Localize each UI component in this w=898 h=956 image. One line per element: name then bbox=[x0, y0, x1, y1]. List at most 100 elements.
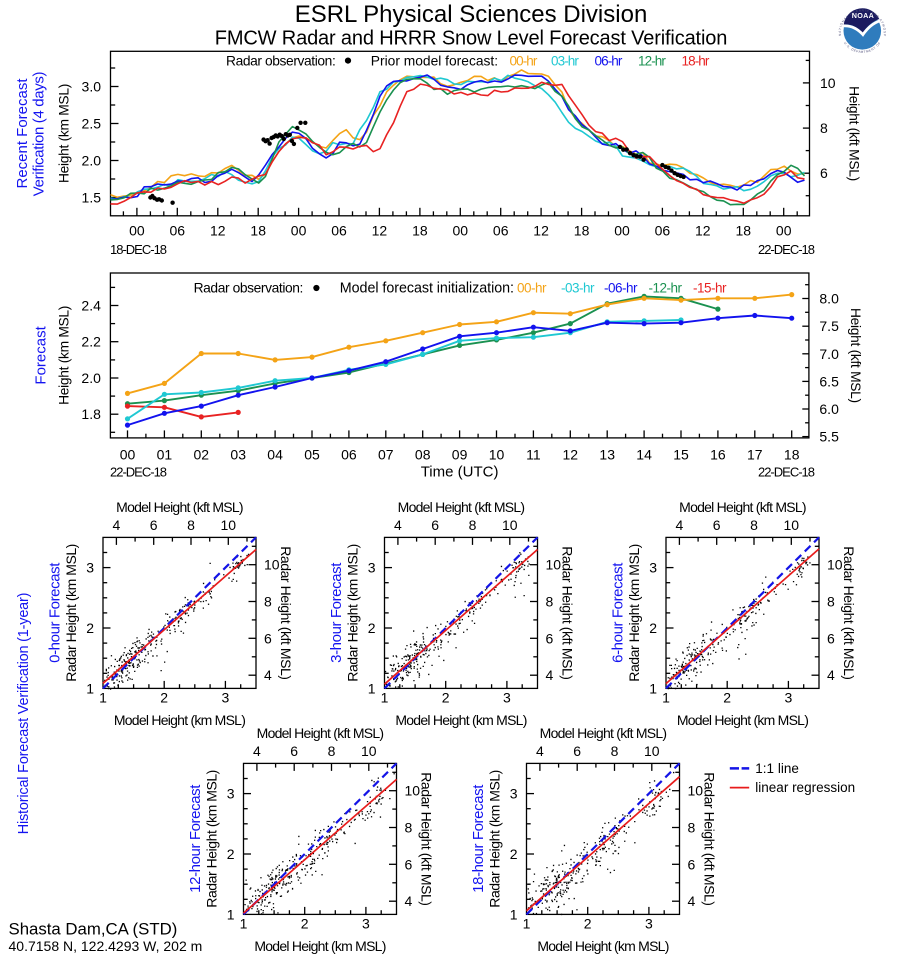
svg-text:1:1 line: 1:1 line bbox=[755, 761, 799, 776]
svg-text:3: 3 bbox=[86, 560, 94, 576]
svg-text:6: 6 bbox=[827, 630, 835, 646]
svg-text:8: 8 bbox=[820, 120, 828, 136]
svg-text:3: 3 bbox=[510, 786, 518, 802]
svg-text:-12-hr: -12-hr bbox=[649, 281, 683, 296]
svg-text:8: 8 bbox=[611, 743, 619, 759]
svg-text:12: 12 bbox=[695, 223, 711, 239]
svg-text:Radar Height (kft MSL): Radar Height (kft MSL) bbox=[419, 772, 435, 905]
svg-text:Radar Height (km MSL): Radar Height (km MSL) bbox=[487, 770, 503, 908]
svg-text:3: 3 bbox=[227, 786, 235, 802]
svg-text:03: 03 bbox=[230, 447, 246, 463]
svg-text:00: 00 bbox=[614, 223, 630, 239]
svg-text:10: 10 bbox=[502, 517, 518, 533]
svg-text:05: 05 bbox=[304, 447, 320, 463]
svg-text:3: 3 bbox=[785, 690, 793, 706]
svg-text:17: 17 bbox=[747, 447, 763, 463]
svg-text:18: 18 bbox=[784, 447, 800, 463]
svg-text:FMCW Radar and HRRR Snow Level: FMCW Radar and HRRR Snow Level Forecast … bbox=[215, 28, 727, 50]
svg-text:10: 10 bbox=[784, 517, 800, 533]
svg-text:-06-hr: -06-hr bbox=[604, 281, 638, 296]
svg-text:10: 10 bbox=[264, 557, 280, 573]
svg-text:03-hr: 03-hr bbox=[551, 54, 579, 69]
svg-text:6: 6 bbox=[573, 743, 581, 759]
svg-text:4: 4 bbox=[688, 893, 696, 909]
svg-text:6: 6 bbox=[150, 517, 158, 533]
svg-text:2.0: 2.0 bbox=[81, 370, 101, 386]
svg-text:12-hr: 12-hr bbox=[638, 54, 666, 69]
svg-text:12: 12 bbox=[533, 223, 549, 239]
svg-text:2.5: 2.5 bbox=[82, 116, 102, 132]
svg-text:00: 00 bbox=[453, 223, 469, 239]
svg-text:8: 8 bbox=[405, 820, 413, 836]
svg-text:8: 8 bbox=[187, 517, 195, 533]
svg-text:12: 12 bbox=[372, 223, 388, 239]
svg-text:4: 4 bbox=[394, 517, 402, 533]
svg-text:00: 00 bbox=[291, 223, 307, 239]
svg-text:12: 12 bbox=[210, 223, 226, 239]
svg-text:1: 1 bbox=[649, 680, 657, 696]
svg-text:Model Height (kft MSL): Model Height (kft MSL) bbox=[540, 725, 667, 741]
svg-text:01: 01 bbox=[157, 447, 173, 463]
svg-text:6.0: 6.0 bbox=[819, 401, 839, 417]
svg-text:2: 2 bbox=[368, 620, 376, 636]
svg-text:18-hour Forecast: 18-hour Forecast bbox=[470, 784, 487, 893]
svg-text:Model Height (kft MSL): Model Height (kft MSL) bbox=[398, 499, 525, 515]
svg-text:1: 1 bbox=[523, 916, 531, 932]
svg-text:Radar observation:: Radar observation: bbox=[226, 54, 335, 69]
svg-text:Model Height (km MSL): Model Height (km MSL) bbox=[537, 938, 668, 954]
svg-text:Time (UTC): Time (UTC) bbox=[421, 464, 499, 481]
svg-text:8: 8 bbox=[546, 594, 554, 610]
svg-text:8.0: 8.0 bbox=[819, 291, 839, 307]
svg-text:3.0: 3.0 bbox=[82, 79, 102, 95]
svg-text:Model Height (kft MSL): Model Height (kft MSL) bbox=[116, 499, 243, 515]
svg-text:18-DEC-18: 18-DEC-18 bbox=[110, 242, 167, 257]
svg-text:4: 4 bbox=[264, 667, 272, 683]
svg-text:Radar Height (kft MSL): Radar Height (kft MSL) bbox=[560, 546, 576, 679]
svg-text:1: 1 bbox=[662, 690, 670, 706]
svg-text:4: 4 bbox=[676, 517, 684, 533]
svg-text:00-hr: 00-hr bbox=[510, 54, 538, 69]
svg-text:Radar Height (km MSL): Radar Height (km MSL) bbox=[345, 544, 361, 682]
svg-text:-03-hr: -03-hr bbox=[561, 281, 595, 296]
svg-text:06: 06 bbox=[493, 223, 509, 239]
svg-text:Model Height (km MSL): Model Height (km MSL) bbox=[677, 712, 808, 728]
svg-text:2.2: 2.2 bbox=[81, 334, 101, 350]
svg-text:Model Height (km MSL): Model Height (km MSL) bbox=[395, 712, 526, 728]
svg-text:18: 18 bbox=[250, 223, 266, 239]
svg-text:8: 8 bbox=[264, 594, 272, 610]
svg-text:00-hr: 00-hr bbox=[517, 281, 547, 296]
svg-text:2.4: 2.4 bbox=[81, 298, 101, 314]
svg-text:ESRL Physical Sciences Divisio: ESRL Physical Sciences Division bbox=[295, 1, 648, 28]
svg-text:Height (km MSL): Height (km MSL) bbox=[56, 306, 71, 405]
svg-text:6: 6 bbox=[688, 856, 696, 872]
svg-text:15: 15 bbox=[673, 447, 689, 463]
svg-text:09: 09 bbox=[452, 447, 468, 463]
svg-text:2.0: 2.0 bbox=[82, 153, 102, 169]
svg-text:8: 8 bbox=[750, 517, 758, 533]
svg-text:4: 4 bbox=[405, 893, 413, 909]
svg-text:06: 06 bbox=[655, 223, 671, 239]
svg-text:Shasta Dam,CA (STD): Shasta Dam,CA (STD) bbox=[9, 920, 178, 939]
svg-text:NOAA: NOAA bbox=[852, 11, 874, 20]
svg-text:00: 00 bbox=[120, 447, 136, 463]
svg-text:10: 10 bbox=[361, 743, 377, 759]
svg-text:1: 1 bbox=[368, 680, 376, 696]
svg-text:-15-hr: -15-hr bbox=[693, 281, 727, 296]
svg-text:2: 2 bbox=[584, 916, 592, 932]
svg-text:4: 4 bbox=[113, 517, 121, 533]
svg-text:08: 08 bbox=[415, 447, 431, 463]
svg-text:11: 11 bbox=[526, 447, 541, 463]
svg-text:00: 00 bbox=[776, 223, 792, 239]
svg-text:Radar Height (km MSL): Radar Height (km MSL) bbox=[626, 544, 642, 682]
svg-text:3-hour Forecast: 3-hour Forecast bbox=[328, 562, 345, 663]
svg-text:5.5: 5.5 bbox=[819, 429, 839, 445]
svg-text:Model Height (km MSL): Model Height (km MSL) bbox=[254, 938, 385, 954]
svg-text:07: 07 bbox=[378, 447, 394, 463]
svg-text:7.5: 7.5 bbox=[819, 318, 839, 334]
svg-text:10: 10 bbox=[820, 75, 836, 91]
svg-text:3: 3 bbox=[649, 560, 657, 576]
svg-text:6: 6 bbox=[264, 630, 272, 646]
svg-text:6: 6 bbox=[820, 165, 828, 181]
svg-text:Model Height (km MSL): Model Height (km MSL) bbox=[114, 712, 245, 728]
svg-text:6-hour Forecast: 6-hour Forecast bbox=[610, 562, 627, 663]
